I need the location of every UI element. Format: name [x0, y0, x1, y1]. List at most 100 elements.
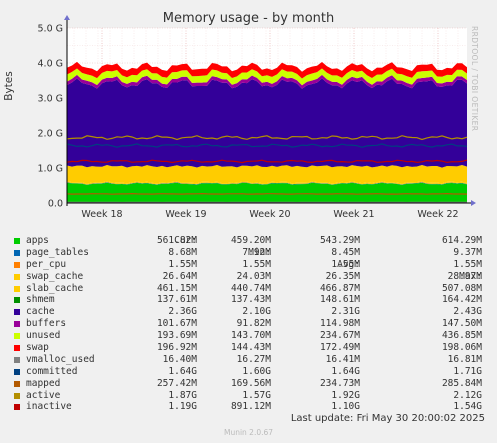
- legend-row-swap-cache: swap_cache 26.64M 24.03M 26.35M 28.97M: [12, 271, 482, 283]
- legend-cur: 1.19G: [168, 401, 197, 413]
- y-tick-label: 1.0 G: [38, 164, 64, 175]
- legend-min: 1.57G: [242, 389, 271, 401]
- legend-cur: 196.92M: [156, 342, 197, 354]
- legend-swatch: [14, 238, 20, 244]
- legend-name: mapped: [26, 377, 61, 389]
- legend-row-per-cpu: per_cpu 1.55M 1.55M 1.55M 1.55M: [12, 259, 482, 271]
- legend-max: 507.08M: [441, 282, 482, 294]
- legend-swatch: [14, 249, 20, 256]
- area-apps: [67, 182, 467, 203]
- header-min: Min:: [248, 247, 271, 258]
- axes: [64, 15, 476, 206]
- legend-name: swap_cache: [26, 270, 84, 282]
- legend-name: active: [26, 389, 61, 401]
- legend-row-committed: committed 1.64G 1.60G 1.64G 1.71G: [12, 366, 482, 378]
- legend-avg: 543.29M: [319, 235, 360, 246]
- area-swap: [67, 61, 467, 79]
- y-tick-label: 0.0: [48, 199, 63, 210]
- legend-row-unused: unused 193.69M 143.70M 234.67M 436.85M: [12, 330, 482, 342]
- memory-chart: 0.01.0 G2.0 G3.0 G4.0 G5.0 G Week 18 Week…: [38, 15, 476, 220]
- legend-row-slab-cache: slab_cache 461.15M 440.74M 466.87M 507.08M: [12, 283, 482, 295]
- legend-max: 1.55M: [453, 258, 482, 270]
- legend-swatch: [14, 309, 20, 316]
- legend-row-page-tables: page_tables 8.68M 7.92M 8.45M 9.37M: [12, 247, 482, 259]
- legend-max: 16.81M: [447, 353, 482, 365]
- legend-cur: 1.87G: [168, 389, 197, 401]
- legend-cur: 137.61M: [156, 294, 197, 306]
- legend-cur: 16.40M: [162, 353, 197, 365]
- legend-row-active: active 1.87G 1.57G 1.92G 2.12G: [12, 390, 482, 402]
- legend-max: 1.71G: [453, 365, 482, 377]
- legend-min: 137.43M: [230, 294, 271, 306]
- legend-avg: 1.55M: [331, 258, 360, 270]
- legend-cur: 193.69M: [156, 330, 197, 342]
- legend-swatch: [14, 356, 20, 363]
- area-page-tables: [67, 182, 467, 185]
- chart-title: Memory usage - by month: [162, 11, 335, 26]
- x-tick-label: Week 20: [249, 209, 290, 220]
- line-inactive: [66, 159, 468, 164]
- y-tick-label: 2.0 G: [38, 129, 64, 140]
- legend-max: 2.43G: [453, 306, 482, 318]
- legend-cur: 101.67M: [156, 318, 197, 330]
- line-series: [66, 135, 468, 204]
- x-tick-label: Week 22: [417, 209, 458, 220]
- legend-min: 91.82M: [236, 318, 271, 330]
- legend-swatch: [14, 392, 20, 399]
- legend-name: page_tables: [26, 246, 89, 258]
- legend-swatch: [14, 345, 20, 352]
- legend-min: 169.56M: [230, 377, 271, 389]
- line-committed: [66, 143, 468, 148]
- y-tick-label: 4.0 G: [38, 59, 64, 70]
- legend-min: 2.10G: [242, 306, 271, 318]
- legend-rows: apps 561.82M 459.20M 543.29M 614.29M page_tab…: [12, 235, 482, 413]
- legend-min: 24.03M: [236, 270, 271, 282]
- header-cur: Cur:: [174, 235, 197, 246]
- legend-cur: 2.36G: [168, 306, 197, 318]
- legend-cur: 1.64G: [168, 365, 197, 377]
- legend-row-cache: cache 2.36G 2.10G 2.31G 2.43G: [12, 306, 482, 318]
- legend-swatch: [14, 333, 20, 340]
- legend-min: 7.92M: [242, 246, 271, 258]
- legend-row-swap: swap 196.92M 144.43M 172.49M 198.06M: [12, 342, 482, 354]
- legend-name: shmem: [26, 294, 55, 306]
- legend-min: 144.43M: [230, 342, 271, 354]
- legend-avg: 16.41M: [325, 353, 360, 365]
- legend-max: 9.37M: [453, 246, 482, 258]
- legend-min: 1.55M: [242, 258, 271, 270]
- legend-name: swap: [26, 342, 49, 354]
- legend-avg: 114.98M: [319, 318, 360, 330]
- legend-row-buffers: buffers 101.67M 91.82M 114.98M 147.50M: [12, 318, 482, 330]
- legend-row-inactive: inactive 1.19G 891.12M 1.10G 1.54G: [12, 401, 482, 413]
- y-tick-label: 3.0 G: [38, 94, 64, 105]
- legend-name: buffers: [26, 318, 67, 330]
- legend-min: 891.12M: [230, 401, 271, 413]
- x-tick-label: Week 19: [165, 209, 206, 220]
- legend-min: 1.60G: [242, 365, 271, 377]
- legend-swatch: [14, 368, 20, 375]
- legend-swatch: [14, 321, 20, 328]
- legend-cur: 1.55M: [168, 258, 197, 270]
- legend-avg: 1.10G: [331, 401, 360, 413]
- legend-avg: 2.31G: [331, 306, 360, 318]
- legend-min: 143.70M: [230, 330, 271, 342]
- legend-max: 2.12G: [453, 389, 482, 401]
- legend-name: per_cpu: [26, 258, 67, 270]
- legend-row-vmalloc-used: vmalloc_used 16.40M 16.27M 16.41M 16.81M: [12, 354, 482, 366]
- rrdtool-credit: RRDTOOL / TOBI OETIKER: [470, 26, 479, 132]
- legend-swatch: [14, 285, 20, 292]
- legend-row-shmem: shmem 137.61M 137.43M 148.61M 164.42M: [12, 294, 482, 306]
- legend-cur: 257.42M: [156, 377, 197, 389]
- legend-name: apps: [26, 235, 49, 246]
- x-tick-label: Week 18: [81, 209, 122, 220]
- header-max: Max:: [459, 271, 482, 282]
- legend-name: vmalloc_used: [26, 353, 95, 365]
- legend-min: 440.74M: [230, 282, 271, 294]
- legend-row-mapped: mapped 257.42M 169.56M 234.73M 285.84M: [12, 378, 482, 390]
- legend-name: committed: [26, 365, 78, 377]
- legend-table: Cur: Min: Avg: Max: apps 561.82M 459.20M 54…: [12, 223, 482, 413]
- legend-row-apps: apps 561.82M 459.20M 543.29M 614.29M: [12, 235, 482, 247]
- legend-swatch: [14, 404, 20, 411]
- legend-avg: 234.67M: [319, 330, 360, 342]
- legend-name: cache: [26, 306, 55, 318]
